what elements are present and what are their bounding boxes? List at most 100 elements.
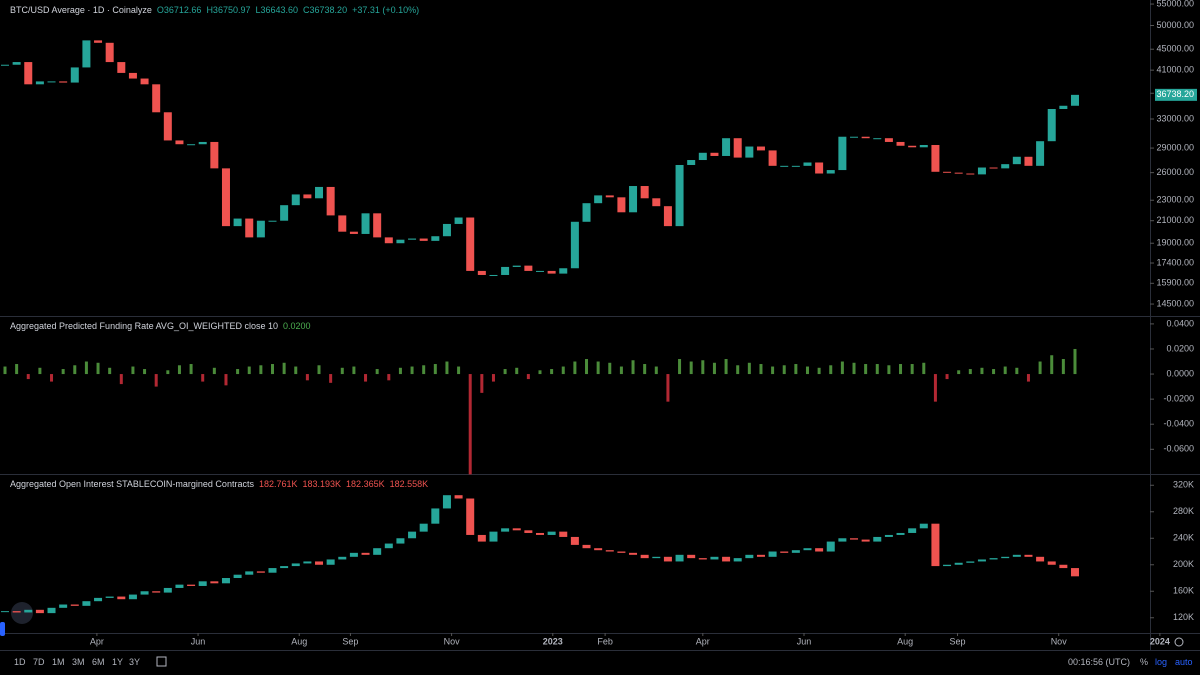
bar <box>398 367 402 375</box>
candle <box>931 144 940 172</box>
candle <box>442 223 451 237</box>
candle <box>733 558 742 562</box>
candle <box>198 581 207 586</box>
candle <box>768 551 777 557</box>
candle <box>221 578 230 584</box>
candle <box>105 596 114 598</box>
candle <box>791 550 800 553</box>
bar <box>689 361 693 375</box>
scroll-handle[interactable] <box>0 622 5 636</box>
candle <box>547 531 556 535</box>
settings-icon[interactable] <box>1174 637 1184 647</box>
candle <box>884 534 893 537</box>
range-button[interactable]: 6M <box>92 657 105 667</box>
bar <box>38 367 42 375</box>
candle <box>722 556 731 562</box>
bar <box>817 367 821 375</box>
bar <box>712 362 716 375</box>
bar <box>585 359 589 375</box>
candle <box>454 217 463 224</box>
bar <box>736 365 740 375</box>
pane-title: Aggregated Predicted Funding Rate AVG_OI… <box>10 321 278 331</box>
candle <box>384 543 393 549</box>
bar <box>561 366 565 375</box>
header-value: H36750.97 <box>206 5 251 15</box>
pane-header: Aggregated Predicted Funding Rate AVG_OI… <box>10 321 316 331</box>
range-button[interactable]: 3M <box>72 657 85 667</box>
candle <box>501 528 510 532</box>
auto-toggle[interactable]: auto <box>1175 657 1193 667</box>
range-button[interactable]: 1D <box>14 657 26 667</box>
candle <box>175 140 184 145</box>
bar <box>329 374 333 383</box>
bar <box>119 374 123 385</box>
candle <box>966 561 975 563</box>
range-button[interactable]: 3Y <box>129 657 141 667</box>
bar <box>50 374 54 382</box>
candle <box>617 551 626 553</box>
candle <box>291 563 300 567</box>
y-tick-label: 26000.00 <box>1156 167 1194 177</box>
bar <box>864 364 868 375</box>
header-value: L36643.60 <box>255 5 299 15</box>
percent-toggle[interactable]: % <box>1140 657 1149 667</box>
logo[interactable] <box>11 602 33 624</box>
bar <box>375 369 379 375</box>
candle <box>640 554 649 559</box>
candle <box>221 168 230 227</box>
y-tick-label: 41000.00 <box>1156 65 1194 75</box>
candle <box>1059 105 1068 109</box>
candle <box>745 554 754 559</box>
bar <box>259 365 263 375</box>
last-value-box <box>1155 88 1197 101</box>
range-button[interactable]: 7D <box>33 657 45 667</box>
candle <box>826 170 835 174</box>
candle <box>687 554 696 559</box>
candle <box>687 160 696 165</box>
bar <box>468 374 472 475</box>
candle <box>1059 564 1068 569</box>
bar <box>131 366 135 375</box>
bar <box>526 374 530 380</box>
candle <box>652 556 661 559</box>
candle <box>373 213 382 238</box>
bar <box>968 369 972 375</box>
candle <box>268 220 277 222</box>
bar <box>643 364 647 375</box>
range-button[interactable]: 1M <box>52 657 65 667</box>
candle <box>175 584 184 588</box>
bar <box>189 364 193 375</box>
bar <box>1050 355 1054 375</box>
bar <box>666 374 670 402</box>
candle <box>396 239 405 244</box>
bar <box>236 369 240 375</box>
candle <box>838 136 847 171</box>
candle <box>850 538 859 540</box>
bar <box>596 361 600 375</box>
header-value: 182.558K <box>389 479 429 489</box>
candle <box>1001 556 1010 559</box>
y-tick-label: -0.0400 <box>1163 419 1194 429</box>
bar <box>631 360 635 375</box>
bar <box>550 369 554 375</box>
candle <box>745 146 754 158</box>
candle <box>408 531 417 539</box>
bar <box>352 366 356 375</box>
log-toggle[interactable]: log <box>1155 657 1168 667</box>
bar <box>3 366 7 375</box>
x-tick-label: Aug <box>897 636 913 646</box>
candle <box>245 218 254 238</box>
candle <box>663 206 672 227</box>
candle <box>850 136 859 138</box>
bar <box>619 366 623 375</box>
range-button[interactable]: 1Y <box>112 657 124 667</box>
bar <box>1073 348 1077 375</box>
header-value: 182.365K <box>346 479 385 489</box>
bar <box>305 374 309 381</box>
date-range-icon[interactable] <box>156 656 167 667</box>
candle <box>547 270 556 274</box>
bar <box>96 362 100 375</box>
candle <box>512 265 521 267</box>
candle <box>629 552 638 555</box>
candle <box>815 548 824 552</box>
